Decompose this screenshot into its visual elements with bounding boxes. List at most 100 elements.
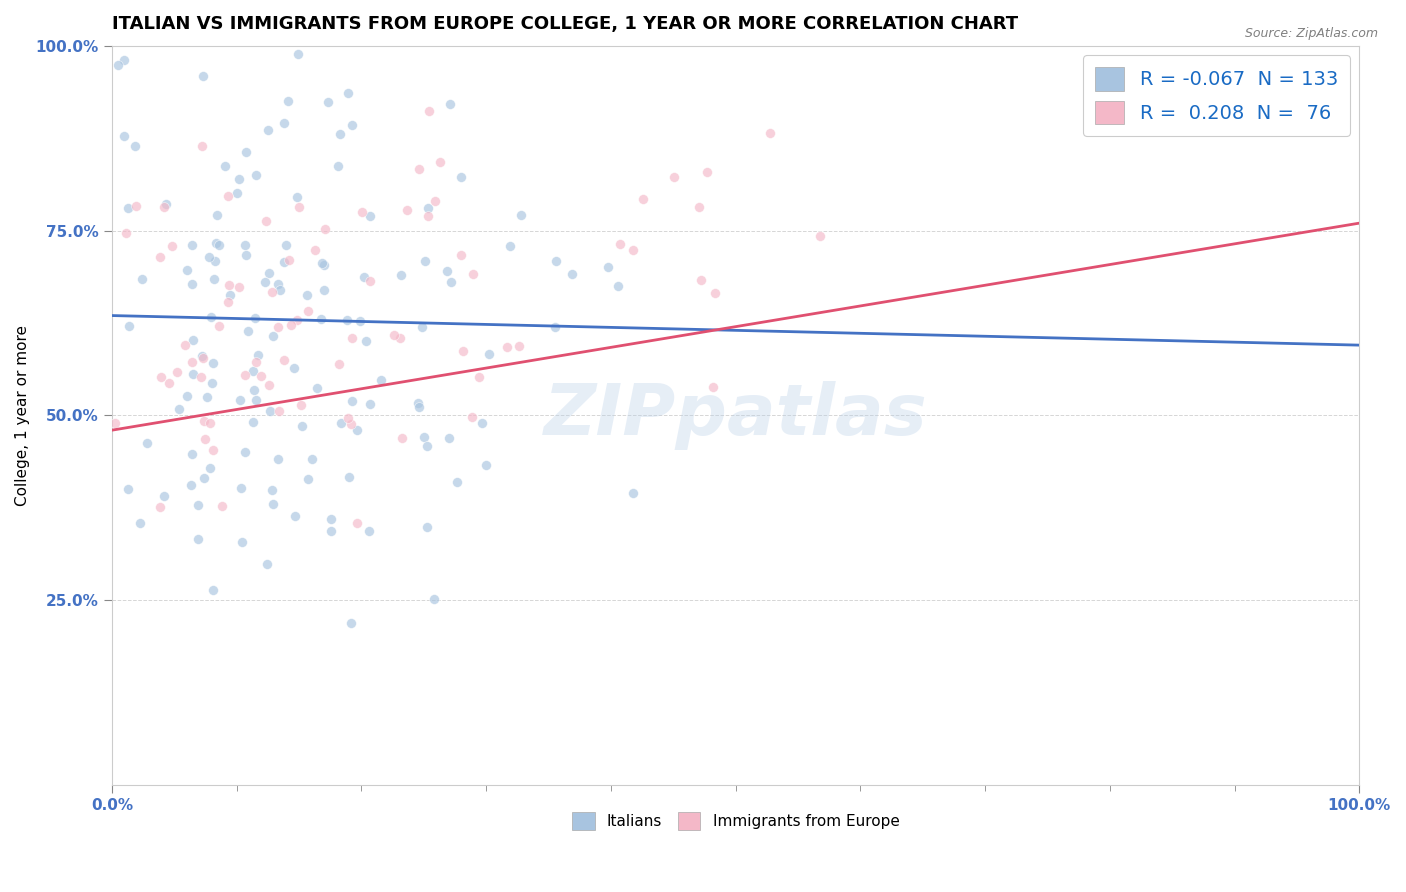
Point xyxy=(246,348,269,362)
Point xyxy=(150,370,173,384)
Point xyxy=(259,404,281,418)
Point xyxy=(190,369,212,384)
Point xyxy=(193,351,215,365)
Point xyxy=(340,393,363,408)
Point xyxy=(273,353,295,368)
Point xyxy=(342,331,364,345)
Point xyxy=(242,415,264,429)
Point xyxy=(181,447,204,461)
Point xyxy=(125,199,148,213)
Point xyxy=(155,197,177,211)
Point xyxy=(314,221,336,235)
Point xyxy=(242,363,264,377)
Point xyxy=(262,328,284,343)
Point xyxy=(759,126,782,140)
Point xyxy=(181,277,204,291)
Point xyxy=(243,310,266,325)
Point xyxy=(418,202,440,216)
Point xyxy=(436,264,458,278)
Point xyxy=(245,355,267,369)
Point xyxy=(319,512,342,526)
Point xyxy=(418,103,440,118)
Point xyxy=(391,431,413,445)
Point xyxy=(183,368,205,382)
Point xyxy=(336,86,359,100)
Point xyxy=(259,266,281,280)
Point xyxy=(180,355,202,369)
Point xyxy=(305,381,328,395)
Point xyxy=(621,486,644,500)
Point xyxy=(418,209,440,223)
Point xyxy=(309,312,332,326)
Point xyxy=(607,279,630,293)
Point xyxy=(117,201,139,215)
Point xyxy=(284,508,307,523)
Point xyxy=(242,384,264,398)
Point xyxy=(356,334,378,348)
Point xyxy=(149,500,172,514)
Point xyxy=(416,520,439,534)
Point xyxy=(117,482,139,496)
Point xyxy=(226,186,249,201)
Text: Source: ZipAtlas.com: Source: ZipAtlas.com xyxy=(1244,27,1378,40)
Point xyxy=(256,122,278,136)
Point xyxy=(167,402,190,417)
Point xyxy=(259,378,281,392)
Point xyxy=(350,205,373,219)
Point xyxy=(277,253,299,268)
Point xyxy=(295,288,318,302)
Point xyxy=(253,275,276,289)
Point xyxy=(129,516,152,531)
Point xyxy=(283,361,305,376)
Point xyxy=(297,472,319,486)
Point xyxy=(115,226,138,240)
Point xyxy=(704,285,727,300)
Point xyxy=(423,194,446,208)
Point xyxy=(329,127,352,141)
Point xyxy=(360,397,382,411)
Point xyxy=(370,373,392,387)
Point xyxy=(297,304,319,318)
Point xyxy=(311,256,333,270)
Point xyxy=(359,209,381,223)
Point xyxy=(314,258,336,272)
Point xyxy=(277,95,299,109)
Point xyxy=(235,145,257,159)
Point xyxy=(631,192,654,206)
Point xyxy=(439,96,461,111)
Point xyxy=(218,277,240,292)
Point xyxy=(149,250,172,264)
Point xyxy=(328,160,350,174)
Point xyxy=(217,295,239,310)
Point xyxy=(124,138,146,153)
Point xyxy=(460,410,482,425)
Point xyxy=(336,411,359,425)
Point xyxy=(201,582,224,597)
Point xyxy=(266,320,288,334)
Point xyxy=(181,333,204,347)
Point xyxy=(508,339,530,353)
Point xyxy=(262,497,284,511)
Point xyxy=(391,268,413,283)
Point xyxy=(340,615,363,630)
Point xyxy=(245,392,267,407)
Point xyxy=(273,116,295,130)
Point xyxy=(202,356,225,370)
Point xyxy=(233,237,256,252)
Point xyxy=(191,349,214,363)
Point xyxy=(186,532,208,546)
Point xyxy=(423,591,446,606)
Point xyxy=(245,168,267,182)
Point xyxy=(217,188,239,202)
Point xyxy=(276,237,298,252)
Point xyxy=(187,498,209,512)
Point xyxy=(451,343,474,358)
Point xyxy=(346,423,368,437)
Point xyxy=(408,162,430,177)
Point xyxy=(702,380,724,394)
Point xyxy=(509,209,531,223)
Point xyxy=(688,200,710,214)
Point xyxy=(359,274,381,288)
Point xyxy=(231,481,253,495)
Point xyxy=(200,376,222,391)
